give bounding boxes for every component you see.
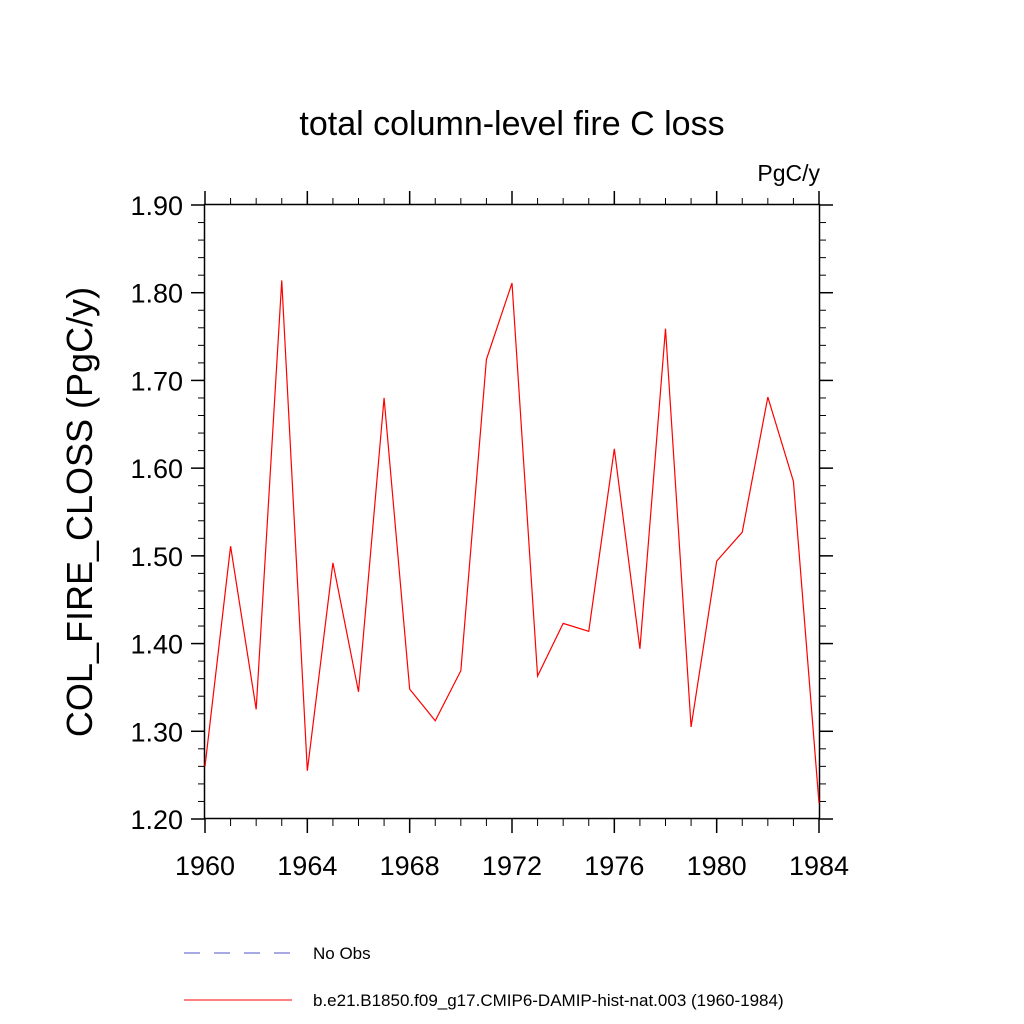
x-axis-ticks: 1960 1964 1968 1972 1976 1980 1984 bbox=[175, 191, 849, 881]
x-tick-label: 1968 bbox=[380, 851, 440, 881]
legend: No Obs b.e21.B1850.f09_g17.CMIP6-DAMIP-h… bbox=[184, 944, 784, 1010]
units-label: PgC/y bbox=[757, 160, 820, 186]
y-tick-label: 1.50 bbox=[130, 542, 183, 572]
y-tick-label: 1.90 bbox=[130, 191, 183, 221]
chart-title: total column-level fire C loss bbox=[299, 105, 724, 143]
legend-label-no-obs: No Obs bbox=[313, 944, 371, 963]
x-tick-label: 1972 bbox=[482, 851, 542, 881]
y-tick-label: 1.60 bbox=[130, 454, 183, 484]
y-axis-ticks: 1.20 1.30 1.40 1.50 1.60 1.70 1.80 1.90 bbox=[130, 191, 833, 835]
y-tick-label: 1.40 bbox=[130, 630, 183, 660]
x-tick-label: 1976 bbox=[584, 851, 644, 881]
x-tick-label: 1980 bbox=[687, 851, 747, 881]
y-tick-label: 1.30 bbox=[130, 717, 183, 747]
series-line-0 bbox=[204, 280, 820, 804]
y-tick-label: 1.80 bbox=[130, 279, 183, 309]
x-tick-label: 1960 bbox=[175, 851, 235, 881]
x-tick-label: 1964 bbox=[277, 851, 337, 881]
y-tick-label: 1.70 bbox=[130, 366, 183, 396]
plot-frame bbox=[203, 203, 821, 820]
series-layer bbox=[204, 280, 820, 804]
y-tick-label: 1.20 bbox=[130, 805, 183, 835]
x-tick-label: 1984 bbox=[789, 851, 849, 881]
legend-label-model: b.e21.B1850.f09_g17.CMIP6-DAMIP-hist-nat… bbox=[313, 991, 784, 1010]
y-axis-label: COL_FIRE_CLOSS (PgC/y) bbox=[59, 287, 100, 737]
